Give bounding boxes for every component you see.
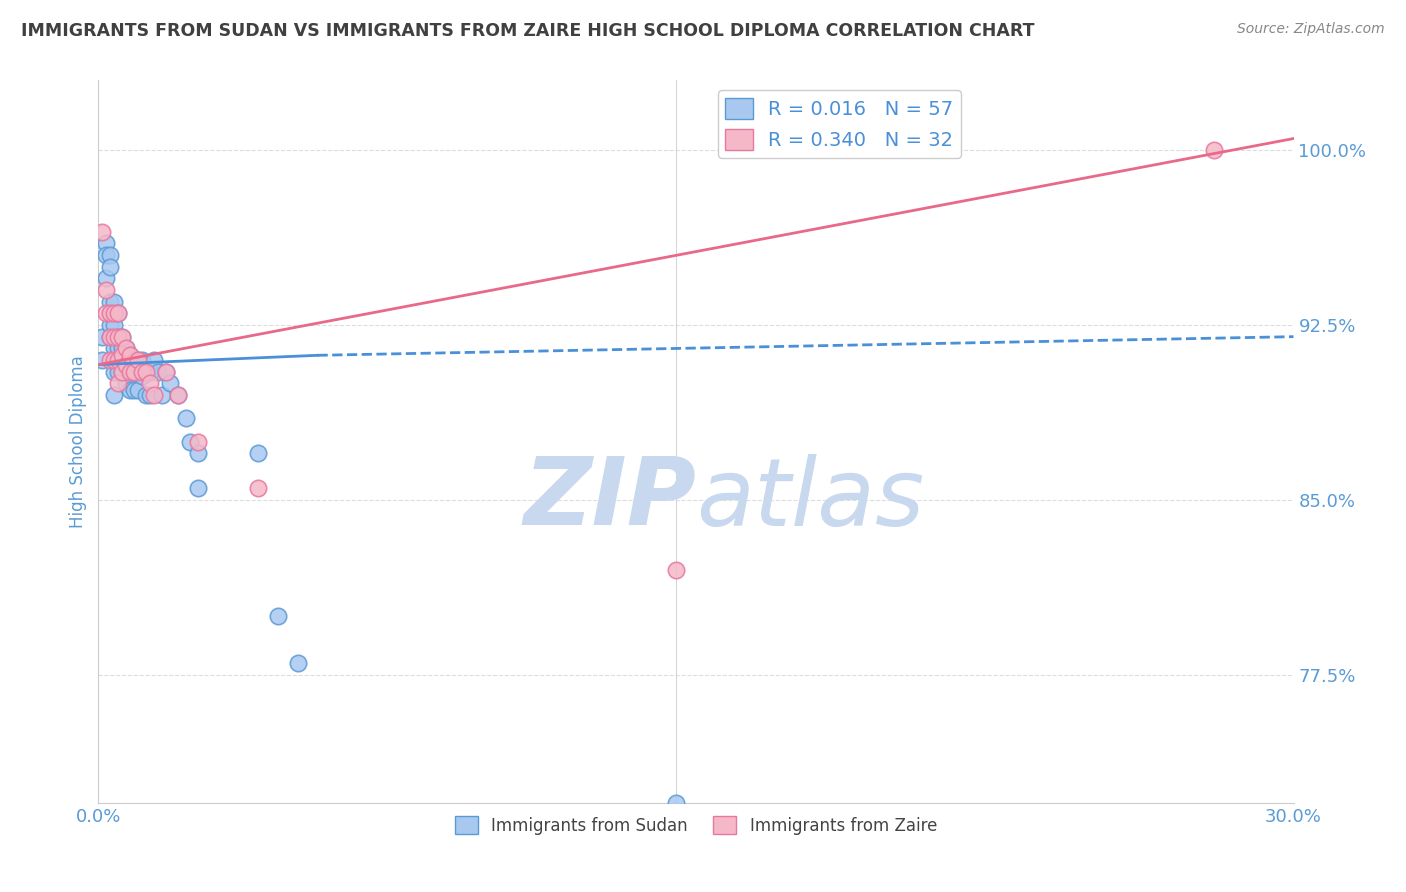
Point [139, 365, 162, 379]
Point [111, 348, 134, 362]
Point [155, 365, 177, 379]
Point [120, 365, 142, 379]
Point [111, 365, 134, 379]
Point [98, 248, 122, 262]
Point [167, 388, 190, 402]
Point [148, 365, 170, 379]
Point [103, 341, 125, 355]
Point [91, 353, 114, 368]
Point [111, 365, 134, 379]
Legend: Immigrants from Sudan, Immigrants from Zaire: Immigrants from Sudan, Immigrants from Z… [449, 809, 943, 841]
Point [98, 329, 122, 343]
Point [131, 369, 153, 384]
Point [111, 353, 134, 368]
Point [115, 358, 138, 372]
Point [103, 365, 125, 379]
Point [98, 306, 122, 320]
Point [96, 236, 118, 251]
Point [115, 341, 138, 355]
Point [107, 353, 129, 368]
Point [115, 376, 138, 391]
Point [107, 353, 129, 368]
Point [98, 260, 122, 274]
Point [187, 481, 209, 495]
Point [246, 481, 269, 495]
Point [91, 329, 114, 343]
Point [96, 306, 118, 320]
Point [127, 384, 149, 398]
Point [120, 348, 142, 362]
Point [135, 365, 157, 379]
Point [159, 376, 181, 391]
Point [98, 353, 122, 368]
Point [111, 329, 134, 343]
Point [124, 353, 146, 368]
Point [187, 434, 209, 449]
Point [139, 388, 162, 402]
Point [107, 341, 129, 355]
Point [131, 365, 153, 379]
Point [98, 329, 122, 343]
Point [139, 376, 162, 391]
Text: IMMIGRANTS FROM SUDAN VS IMMIGRANTS FROM ZAIRE HIGH SCHOOL DIPLOMA CORRELATION C: IMMIGRANTS FROM SUDAN VS IMMIGRANTS FROM… [21, 22, 1035, 40]
Point [127, 353, 149, 368]
Point [120, 365, 142, 379]
Text: atlas: atlas [696, 454, 924, 545]
Point [107, 365, 129, 379]
Point [143, 388, 166, 402]
Point [103, 306, 125, 320]
Point [107, 329, 129, 343]
Point [124, 365, 146, 379]
Point [115, 341, 138, 355]
Point [135, 388, 157, 402]
Text: ZIP: ZIP [523, 453, 696, 545]
Point [98, 318, 122, 332]
Point [124, 384, 146, 398]
Point [96, 248, 118, 262]
Point [103, 388, 125, 402]
Point [107, 306, 129, 320]
Point [665, 563, 688, 577]
Point [127, 353, 149, 368]
Text: Source: ZipAtlas.com: Source: ZipAtlas.com [1237, 22, 1385, 37]
Point [1202, 143, 1225, 157]
Point [107, 306, 129, 320]
Point [115, 358, 138, 372]
Point [135, 365, 157, 379]
Point [103, 353, 125, 368]
Point [174, 411, 197, 425]
Point [98, 306, 122, 320]
Point [287, 656, 309, 670]
Point [103, 294, 125, 309]
Point [150, 388, 173, 402]
Point [103, 318, 125, 332]
Point [179, 434, 201, 449]
Point [120, 348, 142, 362]
Point [246, 446, 269, 460]
Point [103, 329, 125, 343]
Point [155, 365, 177, 379]
Point [120, 384, 142, 398]
Point [124, 365, 146, 379]
Y-axis label: High School Diploma: High School Diploma [69, 355, 87, 528]
Point [96, 271, 118, 285]
Point [143, 353, 166, 368]
Point [127, 365, 149, 379]
Point [107, 329, 129, 343]
Point [96, 283, 118, 297]
Point [98, 294, 122, 309]
Point [187, 446, 209, 460]
Point [665, 796, 688, 810]
Point [91, 225, 114, 239]
Point [107, 376, 129, 391]
Point [131, 353, 153, 368]
Point [111, 341, 134, 355]
Point [111, 329, 134, 343]
Point [267, 609, 290, 624]
Point [167, 388, 190, 402]
